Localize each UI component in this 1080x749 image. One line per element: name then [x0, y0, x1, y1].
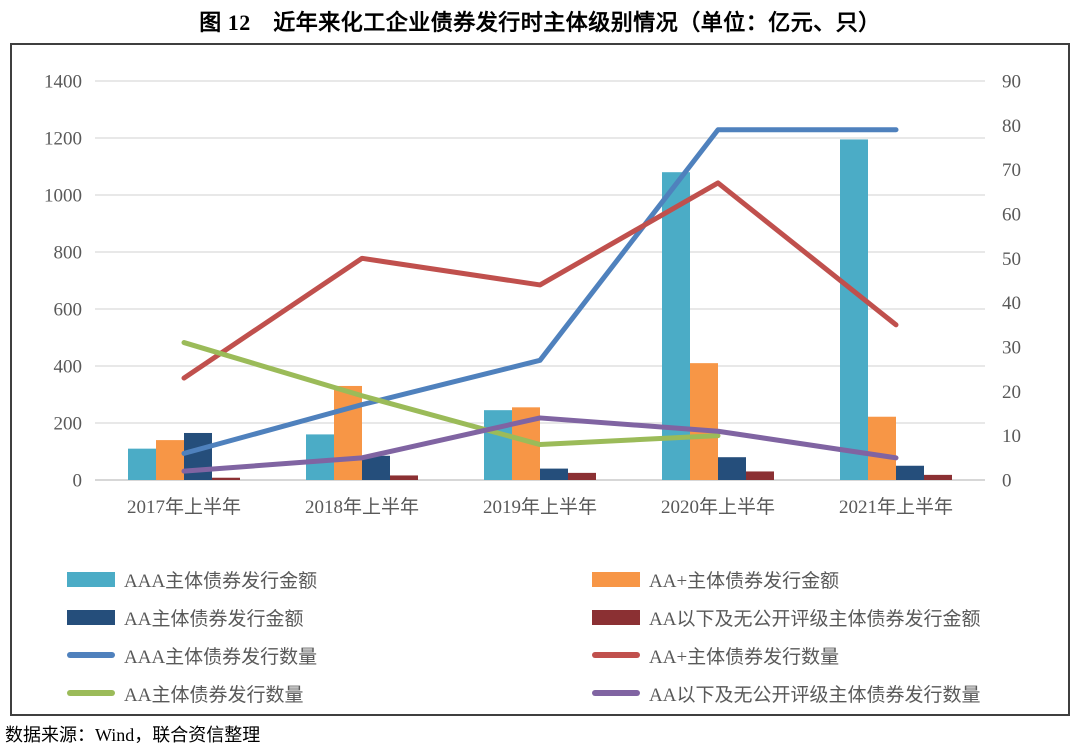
bar-2-cat-3: [718, 457, 746, 480]
bar-3-cat-3: [746, 471, 774, 480]
right-axis-tick-20: 20: [1002, 382, 1021, 403]
left-axis-tick-1000: 1000: [44, 186, 82, 207]
bar-0-cat-1: [306, 434, 334, 480]
bar-1-cat-0: [156, 440, 184, 480]
legend-label: AA以下及无公开评级主体债券发行数量: [649, 684, 981, 706]
legend-label: AA+主体债券发行金额: [649, 570, 840, 592]
right-axis-tick-60: 60: [1002, 205, 1021, 226]
legend-line-swatch: [67, 652, 115, 658]
right-axis-tick-30: 30: [1002, 338, 1021, 359]
right-axis-tick-0: 0: [1002, 471, 1012, 492]
combo-chart: 0 200 400 600 800 1000 1200 1400 0 10 20 30 40 50 60 70…: [10, 43, 1070, 716]
left-axis-tick-0: 0: [73, 471, 83, 492]
right-axis-tick-90: 90: [1002, 72, 1021, 93]
legend-bar-swatch: [67, 571, 115, 587]
left-axis-tick-800: 800: [54, 243, 83, 264]
left-axis-tick-1200: 1200: [44, 129, 82, 150]
legend-item-bar-3: AA以下及无公开评级主体债券发行金额: [592, 598, 980, 636]
bar-3-cat-2: [568, 472, 596, 480]
bar-3-cat-0: [212, 477, 240, 480]
right-axis-tick-70: 70: [1002, 160, 1021, 181]
legend-line-swatch: [67, 690, 115, 696]
bar-2-cat-2: [540, 468, 568, 480]
right-axis-tick-50: 50: [1002, 249, 1021, 270]
legend-item-bar-2: AA主体债券发行金额: [67, 598, 317, 636]
legend-column-right: AA+主体债券发行金额 AA以下及无公开评级主体债券发行金额 AA+主体债券发行数量…: [592, 560, 980, 712]
legend-label: AAA主体债券发行金额: [124, 570, 318, 592]
legend-item-line-0: AAA主体债券发行数量: [67, 636, 317, 674]
chart-border: [10, 43, 1070, 716]
legend-item-line-1: AA+主体债券发行数量: [592, 636, 980, 674]
legend-item-line-3: AA以下及无公开评级主体债券发行数量: [592, 674, 980, 712]
x-axis-label-1: 2018年上半年: [305, 496, 419, 518]
bar-3-cat-1: [390, 475, 418, 480]
data-source: 数据来源：Wind，联合资信整理: [5, 725, 261, 745]
bar-3-cat-4: [924, 474, 952, 480]
legend-item-bar-0: AAA主体债券发行金额: [67, 560, 317, 598]
left-axis-tick-400: 400: [54, 357, 83, 378]
chart-legend: AAA主体债券发行金额 AA主体债券发行金额 AAA主体债券发行数量 AA主体债券发行…: [0, 560, 1080, 712]
legend-label: AAA主体债券发行数量: [124, 646, 318, 668]
line-series-3: [181, 415, 899, 474]
legend-line-swatch: [592, 652, 640, 658]
x-axis-label-0: 2017年上半年: [127, 496, 241, 518]
x-axis-label-2: 2019年上半年: [483, 496, 597, 518]
legend-item-bar-1: AA+主体债券发行金额: [592, 560, 980, 598]
legend-label: AA+主体债券发行数量: [649, 646, 840, 668]
bar-2-cat-4: [896, 465, 924, 480]
legend-line-swatch: [592, 690, 640, 696]
right-axis-tick-40: 40: [1002, 293, 1021, 314]
line-series-2: [181, 340, 721, 448]
bar-0-cat-0: [128, 448, 156, 480]
figure-title: 图 12 近年来化工企业债券发行时主体级别情况（单位：亿元、只）: [199, 10, 881, 35]
bar-2-cat-1: [362, 455, 390, 480]
legend-bar-swatch: [592, 571, 640, 587]
legend-bar-swatch: [592, 609, 640, 625]
legend-label: AA以下及无公开评级主体债券发行金额: [649, 608, 981, 630]
chart-area: 0 200 400 600 800 1000 1200 1400 0 10 20 30 40 50 60 70…: [10, 43, 1070, 717]
line-series-1: [181, 180, 899, 381]
bar-0-cat-4: [840, 139, 868, 481]
right-axis-tick-80: 80: [1002, 116, 1021, 137]
bar-1-cat-3: [690, 363, 718, 480]
left-axis-tick-600: 600: [54, 300, 83, 321]
x-axis-label-4: 2021年上半年: [839, 496, 953, 518]
left-axis-tick-200: 200: [54, 414, 83, 435]
right-axis-tick-10: 10: [1002, 426, 1021, 447]
legend-item-line-2: AA主体债券发行数量: [67, 674, 317, 712]
legend-bar-swatch: [67, 609, 115, 625]
legend-label: AA主体债券发行数量: [124, 684, 304, 706]
bar-1-cat-1: [334, 385, 362, 480]
legend-column-left: AAA主体债券发行金额 AA主体债券发行金额 AAA主体债券发行数量 AA主体债券发行…: [67, 560, 317, 712]
line-series-0: [181, 127, 899, 456]
bar-1-cat-4: [868, 416, 896, 480]
left-axis-tick-1400: 1400: [44, 72, 82, 93]
x-axis-label-3: 2020年上半年: [661, 496, 775, 518]
bar-0-cat-2: [484, 410, 512, 480]
bar-0-cat-3: [662, 172, 690, 480]
legend-label: AA主体债券发行金额: [124, 608, 304, 630]
